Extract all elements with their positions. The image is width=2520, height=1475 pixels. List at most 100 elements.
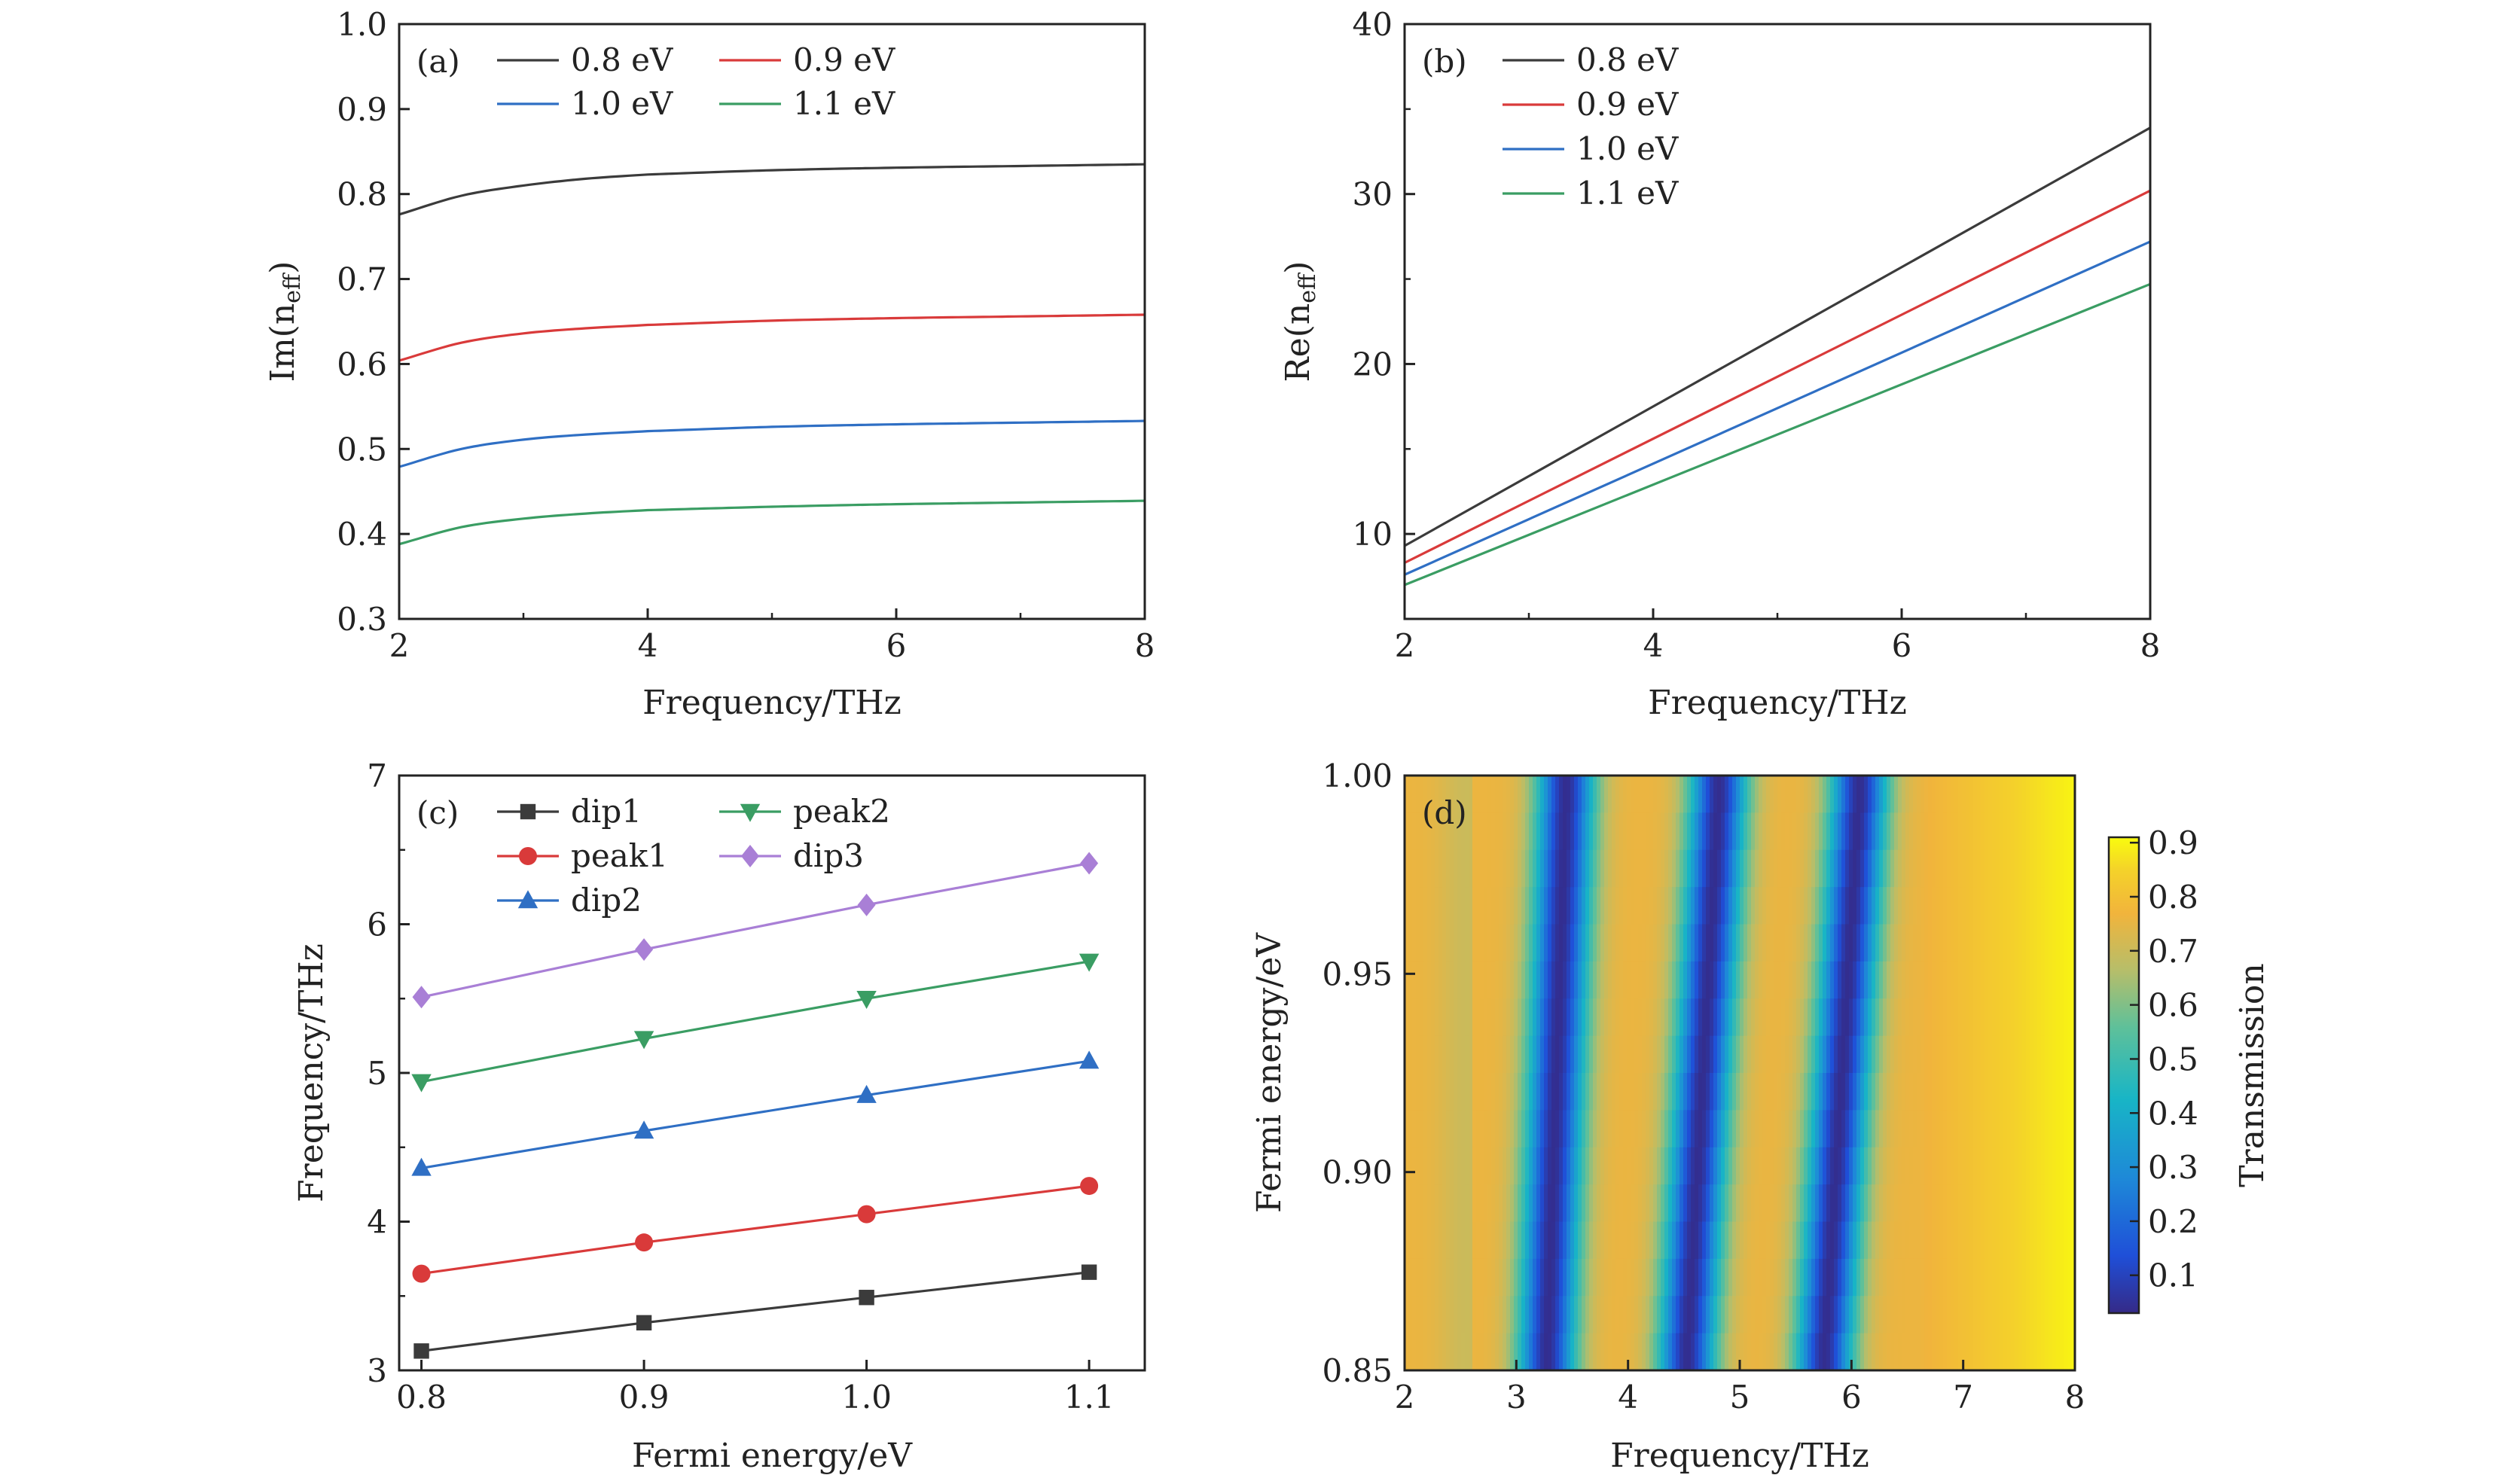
heatmap-cell	[1755, 776, 1759, 813]
heatmap-cell	[1574, 1221, 1579, 1260]
heatmap-cell	[1597, 1333, 1601, 1371]
heatmap-cell	[1551, 887, 1556, 925]
heatmap-cell	[1860, 887, 1865, 925]
heatmap-cell	[1533, 1333, 1537, 1371]
heatmap-cell	[2007, 812, 2012, 851]
heatmap-cell	[1725, 1110, 1729, 1148]
heatmap-cell	[2041, 887, 2046, 925]
heatmap-cell	[1593, 1147, 1597, 1185]
heatmap-cell	[1890, 887, 1895, 925]
heatmap-cell	[1469, 1147, 1473, 1185]
heatmap-cell	[1796, 1184, 1801, 1223]
heatmap-cell	[1457, 1147, 1462, 1185]
heatmap-cell	[1702, 1073, 1707, 1111]
heatmap-cell	[2003, 887, 2008, 925]
heatmap-cell	[1717, 961, 1722, 999]
heatmap-cell	[1446, 924, 1451, 962]
x-tick-label: 0.9	[619, 1379, 670, 1416]
heatmap-cell	[1416, 1258, 1420, 1297]
heatmap-cell	[2003, 812, 2008, 851]
heatmap-cell	[1868, 887, 1872, 925]
heatmap-cell	[1996, 1035, 2000, 1074]
heatmap-cell	[1713, 887, 1718, 925]
heatmap-cell	[1841, 961, 1846, 999]
heatmap-cell	[1446, 961, 1451, 999]
heatmap-cell	[1653, 1035, 1658, 1074]
heatmap-cell	[1525, 1258, 1530, 1297]
heatmap-cell	[1450, 887, 1454, 925]
heatmap-cell	[1759, 1035, 1763, 1074]
heatmap-cell	[1423, 849, 1428, 888]
heatmap-cell	[1423, 887, 1428, 925]
heatmap-cell	[1717, 812, 1722, 851]
heatmap-cell	[2011, 887, 2015, 925]
heatmap-cell	[1936, 1296, 1940, 1334]
heatmap-cell	[1796, 1035, 1801, 1074]
heatmap-cell	[2041, 1147, 2046, 1185]
y-tick-label: 0.7	[337, 261, 387, 298]
heatmap-cell	[1766, 812, 1771, 851]
heatmap-cell	[1438, 1258, 1443, 1297]
heatmap-cell	[1766, 849, 1771, 888]
heatmap-cell	[1525, 1184, 1530, 1223]
heatmap-cell	[1785, 812, 1789, 851]
heatmap-cell	[1567, 1184, 1571, 1223]
heatmap-cell	[1627, 776, 1631, 813]
heatmap-cell	[1800, 849, 1805, 888]
heatmap-cell	[1815, 887, 1820, 925]
heatmap-cell	[1664, 1184, 1669, 1223]
heatmap-cell	[1454, 998, 1458, 1037]
heatmap-cell	[1898, 1073, 1902, 1111]
heatmap-cell	[1917, 1184, 1921, 1223]
heatmap-cell	[1514, 776, 1518, 813]
heatmap-cell	[1853, 924, 1857, 962]
heatmap-cell	[1992, 1258, 1997, 1297]
heatmap-cell	[1890, 849, 1895, 888]
heatmap-cell	[1646, 1073, 1650, 1111]
heatmap-cell	[1548, 998, 1552, 1037]
heatmap-cell	[1476, 1184, 1481, 1223]
heatmap-cell	[2015, 1258, 2019, 1297]
heatmap-cell	[1706, 924, 1710, 962]
heatmap-cell	[1830, 1110, 1835, 1148]
heatmap-cell	[2007, 961, 2012, 999]
heatmap-cell	[1744, 998, 1748, 1037]
heatmap-cell	[1548, 1035, 1552, 1074]
heatmap-cell	[1559, 924, 1564, 962]
legend-label: 0.8 eV	[571, 41, 673, 78]
heatmap-cell	[1469, 961, 1473, 999]
heatmap-cell	[1928, 1221, 1933, 1260]
heatmap-cell	[1917, 1147, 1921, 1185]
heatmap-cell	[1638, 812, 1643, 851]
heatmap-cell	[1604, 1221, 1609, 1260]
heatmap-cell	[2030, 1258, 2034, 1297]
heatmap-cell	[1691, 1110, 1695, 1148]
heatmap-cell	[1853, 1258, 1857, 1297]
legend-label: 0.9 eV	[1576, 86, 1679, 123]
heatmap-cell	[1642, 961, 1646, 999]
heatmap-cell	[2067, 1258, 2072, 1297]
heatmap-cell	[1890, 1147, 1895, 1185]
heatmap-cell	[1683, 1147, 1688, 1185]
heatmap-cell	[2018, 924, 2023, 962]
heatmap-cell	[1469, 1258, 1473, 1297]
heatmap-cell	[1597, 1110, 1601, 1148]
heatmap-cell	[2060, 1110, 2064, 1148]
heatmap-cell	[1962, 1258, 1966, 1297]
heatmap-cell	[1981, 1073, 1985, 1111]
heatmap-cell	[1472, 924, 1477, 962]
heatmap-cell	[1627, 1073, 1631, 1111]
heatmap-cell	[1604, 1147, 1609, 1185]
heatmap-cell	[1890, 776, 1895, 813]
heatmap-cell	[1687, 1333, 1692, 1371]
heatmap-cell	[1751, 849, 1756, 888]
heatmap-cell	[1996, 812, 2000, 851]
heatmap-cell	[1770, 1296, 1774, 1334]
heatmap-cell	[1631, 1110, 1635, 1148]
heatmap-cell	[1860, 1333, 1865, 1371]
heatmap-cell	[1510, 1035, 1515, 1074]
heatmap-cell	[1928, 1258, 1933, 1297]
heatmap-cell	[1698, 1221, 1703, 1260]
heatmap-cell	[1529, 1333, 1533, 1371]
heatmap-cell	[2007, 998, 2012, 1037]
